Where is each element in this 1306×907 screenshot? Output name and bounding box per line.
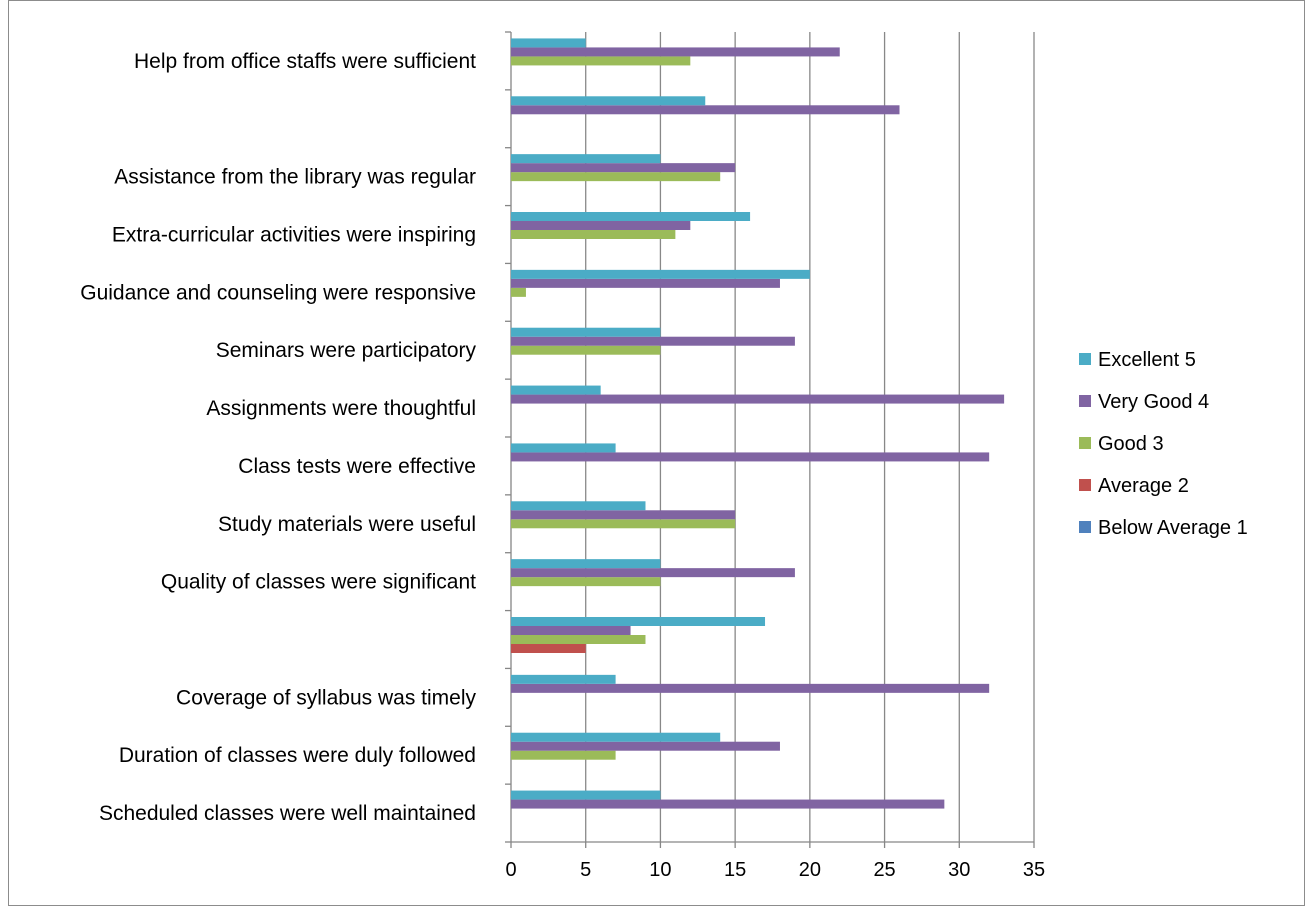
legend-swatch-average-2 xyxy=(1079,479,1091,491)
bar-very-good-4-9 xyxy=(511,278,780,288)
bar-excellent-5-4 xyxy=(511,559,661,569)
legend-swatch-good-3 xyxy=(1079,437,1091,449)
bar-good-3-9 xyxy=(511,287,526,297)
legend-label-good-3: Good 3 xyxy=(1098,433,1164,455)
bar-excellent-5-8 xyxy=(511,327,661,337)
bar-excellent-5-11 xyxy=(511,154,661,164)
x-tick-label-10: 10 xyxy=(649,859,671,881)
category-label-7: Assignments were thoughtful xyxy=(206,397,476,420)
bar-good-3-1 xyxy=(511,750,616,760)
category-label-0: Scheduled classes were well maintained xyxy=(99,802,476,825)
bar-good-3-11 xyxy=(511,172,721,182)
bar-good-3-3 xyxy=(511,635,646,644)
legend-swatch-below-average-1 xyxy=(1079,521,1091,533)
bar-very-good-4-12 xyxy=(511,105,900,115)
x-tick-label-5: 5 xyxy=(580,859,591,881)
bar-very-good-4-3 xyxy=(511,626,631,635)
bar-good-3-8 xyxy=(511,345,661,355)
bar-very-good-4-8 xyxy=(511,336,795,346)
bar-excellent-5-6 xyxy=(511,443,616,453)
legend-label-below-average-1: Below Average 1 xyxy=(1098,517,1248,539)
legend-swatch-excellent-5 xyxy=(1079,353,1091,365)
bar-very-good-4-0 xyxy=(511,799,945,809)
legend-swatch-very-good-4 xyxy=(1079,395,1091,407)
bar-excellent-5-12 xyxy=(511,96,706,106)
x-tick-label-25: 25 xyxy=(873,859,895,881)
x-tick-label-20: 20 xyxy=(799,859,821,881)
bar-very-good-4-13 xyxy=(511,47,840,57)
x-tick-label-0: 0 xyxy=(505,859,516,881)
category-label-8: Seminars were participatory xyxy=(216,339,477,362)
category-label-4: Quality of classes were significant xyxy=(161,571,476,594)
category-label-11: Assistance from the library was regular xyxy=(114,166,476,189)
chart-border xyxy=(8,0,1305,906)
bar-excellent-5-10 xyxy=(511,212,751,221)
legend-label-excellent-5: Excellent 5 xyxy=(1098,349,1196,371)
bar-excellent-5-7 xyxy=(511,385,601,395)
category-label-6: Class tests were effective xyxy=(238,455,476,478)
x-tick-label-30: 30 xyxy=(948,859,970,881)
bar-average-2-3 xyxy=(511,644,586,653)
x-tick-label-15: 15 xyxy=(724,859,746,881)
bar-excellent-5-0 xyxy=(511,790,661,800)
bar-excellent-5-9 xyxy=(511,269,810,279)
bar-very-good-4-11 xyxy=(511,163,736,173)
category-label-10: Extra-curricular activities were inspiri… xyxy=(112,224,476,247)
category-label-5: Study materials were useful xyxy=(218,513,476,536)
category-label-9: Guidance and counseling were responsive xyxy=(80,281,476,304)
bar-excellent-5-3 xyxy=(511,617,766,626)
bar-good-3-10 xyxy=(511,230,676,239)
category-label-13: Help from office staffs were sufficient xyxy=(134,50,476,73)
bar-good-3-4 xyxy=(511,577,661,587)
bar-very-good-4-2 xyxy=(511,683,990,693)
bar-excellent-5-2 xyxy=(511,674,616,684)
bar-very-good-4-10 xyxy=(511,221,691,230)
bar-very-good-4-7 xyxy=(511,394,1005,404)
bar-excellent-5-1 xyxy=(511,732,721,742)
legend-label-very-good-4: Very Good 4 xyxy=(1098,391,1209,413)
bar-very-good-4-4 xyxy=(511,568,795,578)
bar-good-3-5 xyxy=(511,519,736,529)
bar-very-good-4-6 xyxy=(511,452,990,462)
bar-very-good-4-5 xyxy=(511,510,736,520)
bar-excellent-5-5 xyxy=(511,501,646,511)
x-tick-label-35: 35 xyxy=(1023,859,1045,881)
legend-label-average-2: Average 2 xyxy=(1098,475,1189,497)
category-label-2: Coverage of syllabus was timely xyxy=(176,686,476,709)
category-label-1: Duration of classes were duly followed xyxy=(119,744,476,767)
bar-excellent-5-13 xyxy=(511,38,586,48)
bar-good-3-13 xyxy=(511,56,691,66)
bar-very-good-4-1 xyxy=(511,741,780,751)
